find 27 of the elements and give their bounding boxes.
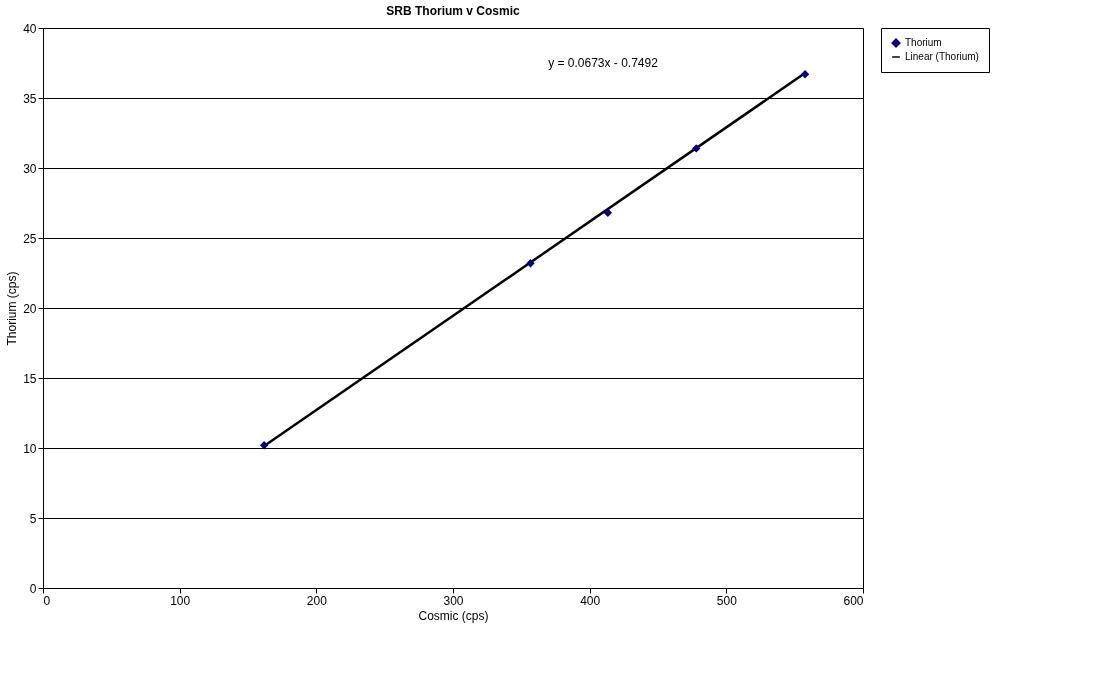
y-tick-label: 35 — [23, 91, 37, 106]
x-tick-label: 600 — [843, 593, 864, 608]
y-tick-label: 15 — [23, 371, 37, 386]
y-tick-label: 40 — [23, 21, 37, 36]
legend-label: Thorium — [905, 37, 942, 48]
y-tick-label: 10 — [23, 441, 37, 456]
y-tick-label: 30 — [23, 161, 37, 176]
point — [603, 208, 613, 217]
y-tick-label: 5 — [29, 511, 37, 526]
y-axis-title: Thorium (cps) — [5, 271, 20, 346]
point — [800, 70, 810, 79]
legend-label: Linear (Thorium) — [905, 51, 979, 62]
x-axis-title: Cosmic (cps) — [418, 608, 489, 623]
y-tick-label: 0 — [29, 581, 37, 596]
y-tick-label: 20 — [23, 301, 37, 316]
x-tick-label: 500 — [716, 593, 738, 608]
x-tick-label: 200 — [306, 593, 328, 608]
y-tick-label: 25 — [23, 231, 37, 246]
x-tick-label: 0 — [43, 593, 51, 608]
chart-title: SRB Thorium v Cosmic — [386, 4, 520, 18]
x-tick-label: 100 — [170, 593, 191, 608]
annotation: y = 0.0673x - 0.7492 — [548, 56, 659, 70]
x-tick-label: 300 — [443, 593, 464, 608]
point — [526, 259, 535, 268]
point — [259, 441, 269, 450]
x-tick-label: 400 — [580, 593, 601, 608]
point — [692, 144, 701, 153]
